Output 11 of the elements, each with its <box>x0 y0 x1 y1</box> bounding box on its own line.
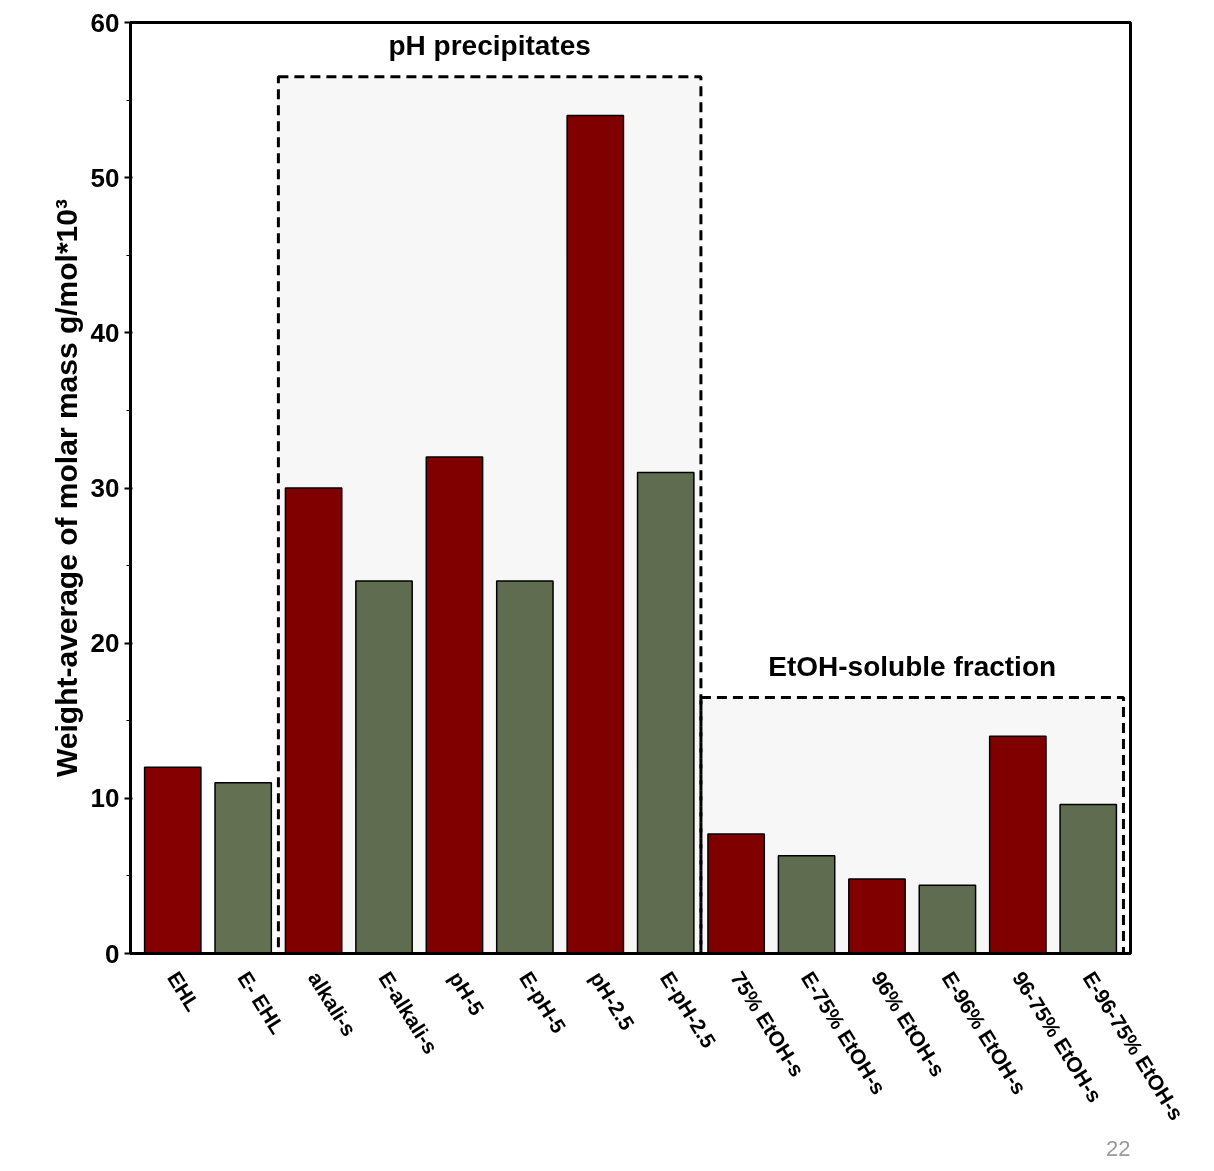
y-tick-label: 20 <box>90 628 120 659</box>
band-label: pH precipitates <box>388 30 591 62</box>
y-tick-label: 10 <box>90 783 120 814</box>
band-label: EtOH-soluble fraction <box>768 650 1057 682</box>
y-tick-label: 40 <box>90 317 120 348</box>
y-tick-label: 30 <box>90 473 120 503</box>
y-tick-label: 60 <box>90 7 120 38</box>
y-tick-label: 0 <box>105 938 120 969</box>
y-axis-title: Weight-average of molar mass g/mol*10³ <box>49 199 83 777</box>
y-tick-label: 50 <box>90 162 120 193</box>
text: 22 <box>1106 1135 1131 1161</box>
